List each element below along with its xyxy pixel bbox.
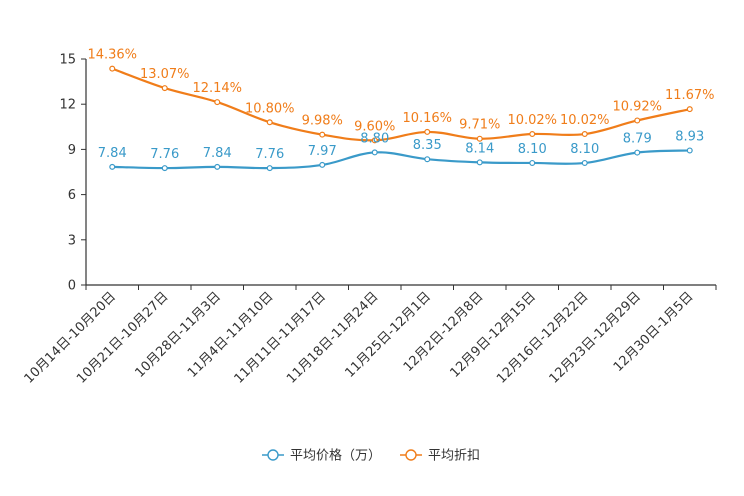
data-label: 14.36% <box>87 48 137 63</box>
data-point[interactable] <box>109 163 116 170</box>
data-label: 8.79 <box>623 132 652 147</box>
data-label: 10.80% <box>245 101 295 116</box>
x-tick-label: 11月11日-11月17日 <box>232 289 329 386</box>
data-point[interactable] <box>581 159 588 166</box>
chart-data-labels: 7.84 7.76 7.84 7.76 7.97 8.80 8.35 8.14 8.10 8.10… <box>87 48 714 162</box>
x-tick-label: 10月14日-10月20日 <box>22 289 119 386</box>
chart-legend[interactable]: 平均价格（万） 平均折扣 <box>262 448 480 464</box>
data-point[interactable] <box>476 159 483 166</box>
legend-label: 平均价格（万） <box>290 448 381 464</box>
data-point[interactable] <box>634 149 641 156</box>
data-point[interactable] <box>371 149 378 156</box>
data-label: 8.10 <box>570 142 599 157</box>
data-point[interactable] <box>529 131 536 138</box>
data-label: 11.67% <box>665 88 715 103</box>
data-point[interactable] <box>476 135 483 142</box>
y-tick-label: 3 <box>68 233 76 248</box>
series-line-1 <box>111 67 690 142</box>
data-label: 8.80 <box>360 131 389 146</box>
data-point[interactable] <box>214 99 221 106</box>
data-label: 10.16% <box>402 111 452 126</box>
data-point[interactable] <box>424 128 431 135</box>
data-point[interactable] <box>319 131 326 138</box>
data-label: 7.76 <box>255 147 284 162</box>
y-tick-label: 0 <box>68 279 76 294</box>
data-point[interactable] <box>161 85 168 92</box>
legend-marker-icon <box>267 449 279 461</box>
data-label: 12.14% <box>192 81 242 96</box>
data-point[interactable] <box>686 106 693 113</box>
data-label: 8.93 <box>675 129 704 144</box>
data-label: 9.98% <box>302 114 343 129</box>
x-tick-label: 12月23日-12月29日 <box>547 289 644 386</box>
data-point[interactable] <box>214 163 221 170</box>
y-tick-label: 9 <box>68 143 76 158</box>
data-label: 8.14 <box>465 141 494 156</box>
data-point[interactable] <box>371 137 378 144</box>
data-label: 8.35 <box>413 138 442 153</box>
data-point[interactable] <box>266 165 273 172</box>
legend-label: 平均折扣 <box>428 449 480 464</box>
data-point[interactable] <box>424 156 431 163</box>
x-tick-label: 10月21日-10月27日 <box>74 289 171 386</box>
data-point[interactable] <box>266 119 273 126</box>
data-label: 7.76 <box>150 147 179 162</box>
legend-marker-icon <box>405 449 417 461</box>
data-point[interactable] <box>109 65 116 72</box>
data-label: 13.07% <box>140 67 190 82</box>
data-point[interactable] <box>161 165 168 172</box>
y-tick-label: 12 <box>59 98 76 113</box>
series-line-0 <box>112 149 690 170</box>
data-label: 10.02% <box>560 113 610 128</box>
legend-item-0[interactable]: 平均价格（万） <box>262 448 381 464</box>
data-point[interactable] <box>529 159 536 166</box>
x-tick-label: 12月16日-12月22日 <box>494 289 591 386</box>
data-label: 7.97 <box>308 144 337 159</box>
data-point[interactable] <box>686 147 693 154</box>
data-point[interactable] <box>581 131 588 138</box>
y-tick-label: 6 <box>68 188 76 203</box>
x-tick-label: 11月18日-11月24日 <box>284 289 381 386</box>
data-label: 9.60% <box>354 119 395 134</box>
data-point[interactable] <box>634 117 641 124</box>
legend-item-1[interactable]: 平均折扣 <box>400 449 480 464</box>
data-label: 9.71% <box>459 118 500 133</box>
data-label: 7.84 <box>203 146 232 161</box>
data-point[interactable] <box>319 161 326 168</box>
data-label: 7.84 <box>98 146 127 161</box>
data-label: 10.92% <box>612 99 662 114</box>
chart-series <box>109 65 693 172</box>
y-tick-label: 15 <box>59 53 76 68</box>
data-label: 8.10 <box>518 142 547 157</box>
data-label: 10.02% <box>507 113 557 128</box>
